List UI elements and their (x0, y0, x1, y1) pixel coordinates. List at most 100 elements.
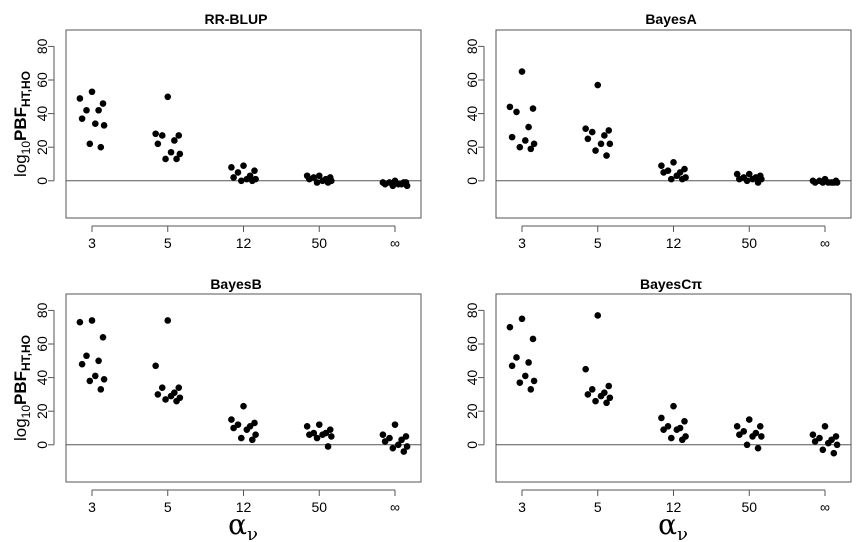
data-point (516, 143, 524, 151)
data-point (381, 180, 389, 188)
data-point (400, 448, 408, 455)
data-point (819, 446, 827, 454)
data-point (530, 140, 538, 148)
data-point (252, 431, 259, 439)
data-point (606, 140, 614, 148)
data-point (230, 424, 237, 432)
data-point (99, 100, 107, 107)
x-tick-label: 12 (236, 499, 252, 515)
data-point (592, 147, 599, 154)
panel-bayesb: BayesB 0 20 40 60 80 3 5 12 50 ∞ log10PBFHT,HO α… (11, 276, 422, 542)
data-point (403, 443, 411, 450)
y-tick-label: 60 (34, 336, 50, 352)
data-point (673, 426, 681, 433)
data-point (249, 177, 256, 185)
data-point (658, 162, 665, 169)
data-point (597, 392, 605, 400)
data-point (606, 394, 614, 402)
data-point (154, 391, 162, 398)
data-point (389, 444, 397, 452)
x-tick-label: 50 (741, 499, 757, 515)
data-point (76, 318, 84, 326)
y-tick-label: 80 (464, 302, 480, 318)
data-point (508, 362, 516, 370)
data-point (736, 431, 743, 439)
data-point (825, 179, 832, 186)
x-axis: 3 5 12 50 ∞ (518, 225, 830, 251)
data-point (251, 167, 258, 175)
data-point (821, 423, 829, 430)
y-tick-label: 80 (34, 302, 50, 318)
data-point (243, 426, 251, 433)
data-point (228, 416, 235, 423)
data-point (83, 352, 90, 360)
data-point (594, 312, 602, 319)
data-point (594, 81, 602, 89)
data-point (303, 423, 311, 430)
data-point (319, 431, 326, 439)
data-point (238, 434, 245, 442)
y-axis: 0 20 40 60 80 (464, 302, 485, 449)
x-tick-label: 50 (311, 499, 327, 515)
data-point (240, 402, 247, 410)
x-tick-label: 5 (594, 235, 602, 251)
data-point (389, 182, 397, 190)
plot-frame (495, 293, 852, 483)
y-tick-label: 0 (464, 177, 480, 185)
data-point (605, 382, 613, 390)
data-point (173, 397, 180, 405)
data-point (819, 179, 827, 186)
data-point (745, 416, 753, 423)
data-point (522, 372, 529, 380)
data-point (605, 127, 613, 134)
data-point (743, 177, 751, 185)
data-point (158, 384, 166, 391)
data-point (588, 128, 596, 136)
x-axis: 3 5 12 50 ∞ (88, 489, 400, 515)
data-point (756, 423, 764, 430)
data-point (584, 391, 592, 398)
data-point (95, 357, 102, 365)
y-tick-label: 80 (464, 38, 480, 54)
x-tick-label: 5 (594, 499, 602, 515)
data-point (681, 417, 688, 425)
data-point (395, 441, 402, 449)
data-point (679, 436, 686, 444)
panel-title: BayesB (210, 276, 261, 292)
y-tick-label: 40 (464, 370, 480, 386)
data-point (167, 148, 175, 156)
data-point (603, 152, 610, 159)
data-point (743, 441, 751, 449)
x-tick-label: ∞ (390, 499, 400, 515)
data-point (167, 392, 175, 400)
y-tick-label: 40 (464, 106, 480, 122)
data-point (833, 441, 841, 449)
data-point (315, 421, 323, 428)
data-point (171, 137, 178, 144)
y-axis-label: log10PBFHT,HO (11, 71, 33, 177)
data-point (513, 108, 520, 116)
data-point (95, 106, 102, 114)
data-point (518, 315, 526, 323)
data-point (506, 103, 514, 111)
data-point (83, 106, 90, 114)
data-points (76, 317, 411, 455)
y-tick-label: 20 (34, 403, 50, 419)
data-point (749, 433, 756, 440)
data-point (97, 143, 105, 151)
data-point (391, 421, 399, 428)
data-point (603, 399, 610, 407)
data-point (830, 449, 838, 457)
x-tick-label: ∞ (820, 235, 830, 251)
y-axis: 0 20 40 60 80 (34, 38, 55, 185)
y-axis-label: log10PBFHT,HO (11, 335, 33, 441)
data-point (749, 175, 756, 183)
data-point (601, 132, 608, 139)
x-axis: 3 5 12 50 ∞ (518, 489, 830, 515)
data-point (162, 155, 169, 163)
data-point (164, 93, 172, 101)
data-point (529, 335, 537, 343)
data-point (582, 365, 589, 373)
data-point (230, 174, 237, 181)
data-point (398, 436, 405, 444)
